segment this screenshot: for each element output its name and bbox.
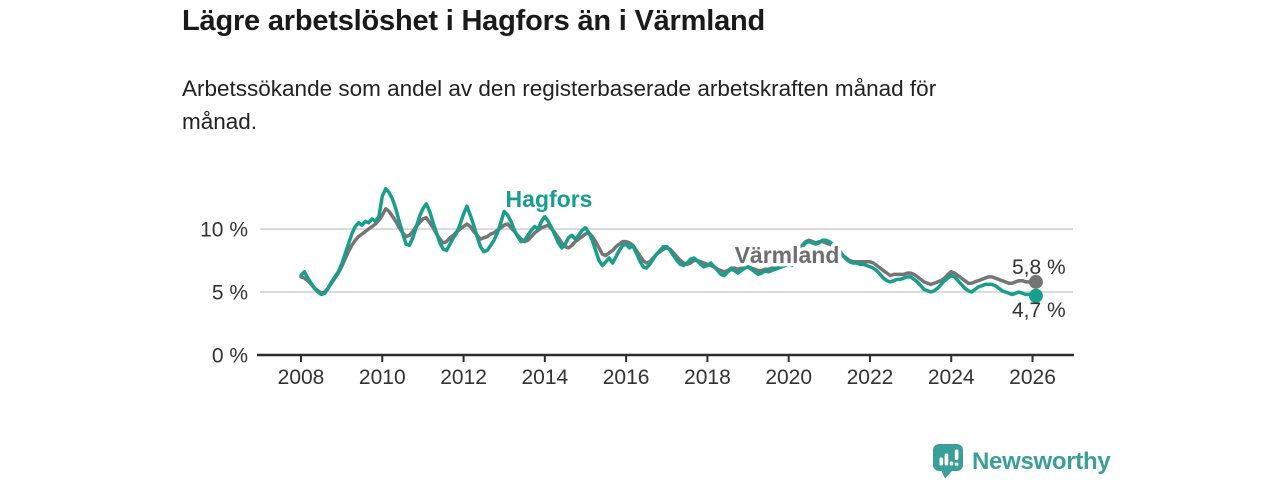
subtitle-line-1: Arbetssökande som andel av den registerb… (182, 76, 937, 101)
newsworthy-brand: Newsworthy (933, 444, 1111, 479)
x-tick-label: 2026 (1009, 366, 1056, 389)
y-tick-label: 0 % (212, 345, 248, 368)
x-tick-label: 2024 (928, 366, 975, 389)
x-tick-label: 2012 (440, 366, 487, 389)
x-tick-label: 2020 (765, 366, 812, 389)
newsworthy-logo-icon (933, 444, 963, 479)
chart-subtitle: Arbetssökande som andel av den registerb… (182, 72, 936, 138)
x-tick-label: 2018 (684, 366, 731, 389)
varmland-end-value-label: 5,8 % (1012, 256, 1066, 279)
x-tick-label: 2010 (359, 366, 406, 389)
subtitle-line-2: månad. (182, 109, 258, 134)
hagfors-end-dot (1028, 288, 1043, 303)
x-tick-label: 2022 (847, 366, 894, 389)
hagfors-end-value-label: 4,7 % (1012, 299, 1066, 322)
varmland-end-dot (1028, 274, 1043, 289)
varmland-series-label: Värmland (735, 242, 840, 268)
x-tick-label: 2008 (278, 366, 325, 389)
newsworthy-wordmark: Newsworthy (972, 447, 1111, 475)
y-tick-label: 10 % (200, 219, 248, 242)
x-tick-label: 2014 (521, 366, 568, 389)
page-title: Lägre arbetslöshet i Hagfors än i Värmla… (182, 5, 766, 37)
hagfors-line (299, 186, 1038, 298)
hagfors-series-label: Hagfors (506, 186, 593, 212)
y-tick-label: 5 % (212, 282, 248, 305)
x-tick-label: 2016 (603, 366, 650, 389)
